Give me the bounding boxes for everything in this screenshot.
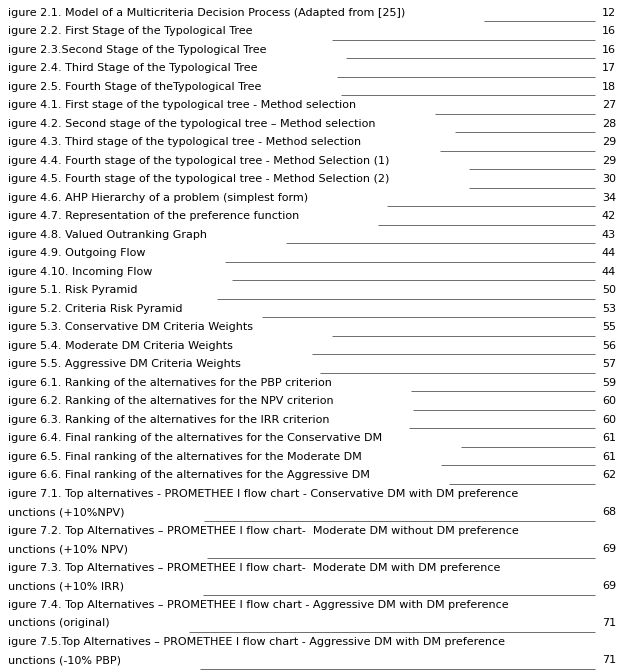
Text: igure 6.5. Final ranking of the alternatives for the Moderate DM: igure 6.5. Final ranking of the alternat… (8, 452, 362, 462)
Text: 69: 69 (602, 581, 616, 591)
Text: 30: 30 (602, 174, 616, 184)
Text: igure 4.6. AHP Hierarchy of a problem (simplest form): igure 4.6. AHP Hierarchy of a problem (s… (8, 193, 308, 203)
Text: unctions (original): unctions (original) (8, 618, 110, 628)
Text: igure 7.3. Top Alternatives – PROMETHEE I flow chart-  Moderate DM with DM prefe: igure 7.3. Top Alternatives – PROMETHEE … (8, 563, 500, 573)
Text: unctions (+10% NPV): unctions (+10% NPV) (8, 544, 128, 554)
Text: igure 4.5. Fourth stage of the typological tree - Method Selection (2): igure 4.5. Fourth stage of the typologic… (8, 174, 389, 184)
Text: igure 4.1. First stage of the typological tree - Method selection: igure 4.1. First stage of the typologica… (8, 100, 356, 110)
Text: 69: 69 (602, 544, 616, 554)
Text: igure 7.5.Top Alternatives – PROMETHEE I flow chart - Aggressive DM with DM pref: igure 7.5.Top Alternatives – PROMETHEE I… (8, 637, 505, 647)
Text: 60: 60 (602, 415, 616, 425)
Text: 42: 42 (602, 212, 616, 221)
Text: 27: 27 (602, 100, 616, 110)
Text: 62: 62 (602, 470, 616, 480)
Text: 16: 16 (602, 26, 616, 36)
Text: igure 5.5. Aggressive DM Criteria Weights: igure 5.5. Aggressive DM Criteria Weight… (8, 360, 241, 370)
Text: unctions (+10%NPV): unctions (+10%NPV) (8, 507, 125, 517)
Text: 50: 50 (602, 286, 616, 296)
Text: igure 2.2. First Stage of the Typological Tree: igure 2.2. First Stage of the Typologica… (8, 26, 253, 36)
Text: 61: 61 (602, 433, 616, 444)
Text: igure 2.3.Second Stage of the Typological Tree: igure 2.3.Second Stage of the Typologica… (8, 45, 266, 55)
Text: 59: 59 (602, 378, 616, 388)
Text: igure 4.7. Representation of the preference function: igure 4.7. Representation of the prefere… (8, 212, 300, 221)
Text: igure 4.2. Second stage of the typological tree – Method selection: igure 4.2. Second stage of the typologic… (8, 119, 376, 129)
Text: igure 6.4. Final ranking of the alternatives for the Conservative DM: igure 6.4. Final ranking of the alternat… (8, 433, 382, 444)
Text: igure 6.1. Ranking of the alternatives for the PBP criterion: igure 6.1. Ranking of the alternatives f… (8, 378, 332, 388)
Text: 71: 71 (602, 618, 616, 628)
Text: igure 7.1. Top alternatives - PROMETHEE I flow chart - Conservative DM with DM p: igure 7.1. Top alternatives - PROMETHEE … (8, 489, 519, 499)
Text: igure 4.8. Valued Outranking Graph: igure 4.8. Valued Outranking Graph (8, 230, 207, 240)
Text: 57: 57 (602, 360, 616, 370)
Text: 16: 16 (602, 45, 616, 55)
Text: 61: 61 (602, 452, 616, 462)
Text: igure 7.4. Top Alternatives – PROMETHEE I flow chart - Aggressive DM with DM pre: igure 7.4. Top Alternatives – PROMETHEE … (8, 600, 509, 610)
Text: igure 5.4. Moderate DM Criteria Weights: igure 5.4. Moderate DM Criteria Weights (8, 341, 233, 351)
Text: igure 5.2. Criteria Risk Pyramid: igure 5.2. Criteria Risk Pyramid (8, 304, 182, 314)
Text: 34: 34 (602, 193, 616, 203)
Text: igure 6.6. Final ranking of the alternatives for the Aggressive DM: igure 6.6. Final ranking of the alternat… (8, 470, 370, 480)
Text: 17: 17 (602, 63, 616, 73)
Text: unctions (-10% PBP): unctions (-10% PBP) (8, 655, 121, 665)
Text: igure 4.3. Third stage of the typological tree - Method selection: igure 4.3. Third stage of the typologica… (8, 137, 361, 147)
Text: 56: 56 (602, 341, 616, 351)
Text: igure 2.1. Model of a Multicriteria Decision Process (Adapted from [25]): igure 2.1. Model of a Multicriteria Deci… (8, 8, 405, 18)
Text: 43: 43 (602, 230, 616, 240)
Text: igure 7.2. Top Alternatives – PROMETHEE I flow chart-  Moderate DM without DM pr: igure 7.2. Top Alternatives – PROMETHEE … (8, 526, 519, 536)
Text: igure 2.5. Fourth Stage of theTypological Tree: igure 2.5. Fourth Stage of theTypologica… (8, 82, 261, 92)
Text: 60: 60 (602, 396, 616, 407)
Text: igure 2.4. Third Stage of the Typological Tree: igure 2.4. Third Stage of the Typologica… (8, 63, 258, 73)
Text: 55: 55 (602, 323, 616, 333)
Text: 28: 28 (602, 119, 616, 129)
Text: igure 5.1. Risk Pyramid: igure 5.1. Risk Pyramid (8, 286, 137, 296)
Text: 68: 68 (602, 507, 616, 517)
Text: unctions (+10% IRR): unctions (+10% IRR) (8, 581, 124, 591)
Text: 12: 12 (602, 8, 616, 18)
Text: igure 6.3. Ranking of the alternatives for the IRR criterion: igure 6.3. Ranking of the alternatives f… (8, 415, 329, 425)
Text: igure 4.9. Outgoing Flow: igure 4.9. Outgoing Flow (8, 249, 145, 258)
Text: igure 4.10. Incoming Flow: igure 4.10. Incoming Flow (8, 267, 152, 277)
Text: 71: 71 (602, 655, 616, 665)
Text: 18: 18 (602, 82, 616, 92)
Text: 44: 44 (602, 249, 616, 258)
Text: 29: 29 (602, 137, 616, 147)
Text: igure 6.2. Ranking of the alternatives for the NPV criterion: igure 6.2. Ranking of the alternatives f… (8, 396, 334, 407)
Text: igure 5.3. Conservative DM Criteria Weights: igure 5.3. Conservative DM Criteria Weig… (8, 323, 253, 333)
Text: 29: 29 (602, 156, 616, 166)
Text: 53: 53 (602, 304, 616, 314)
Text: 44: 44 (602, 267, 616, 277)
Text: igure 4.4. Fourth stage of the typological tree - Method Selection (1): igure 4.4. Fourth stage of the typologic… (8, 156, 389, 166)
